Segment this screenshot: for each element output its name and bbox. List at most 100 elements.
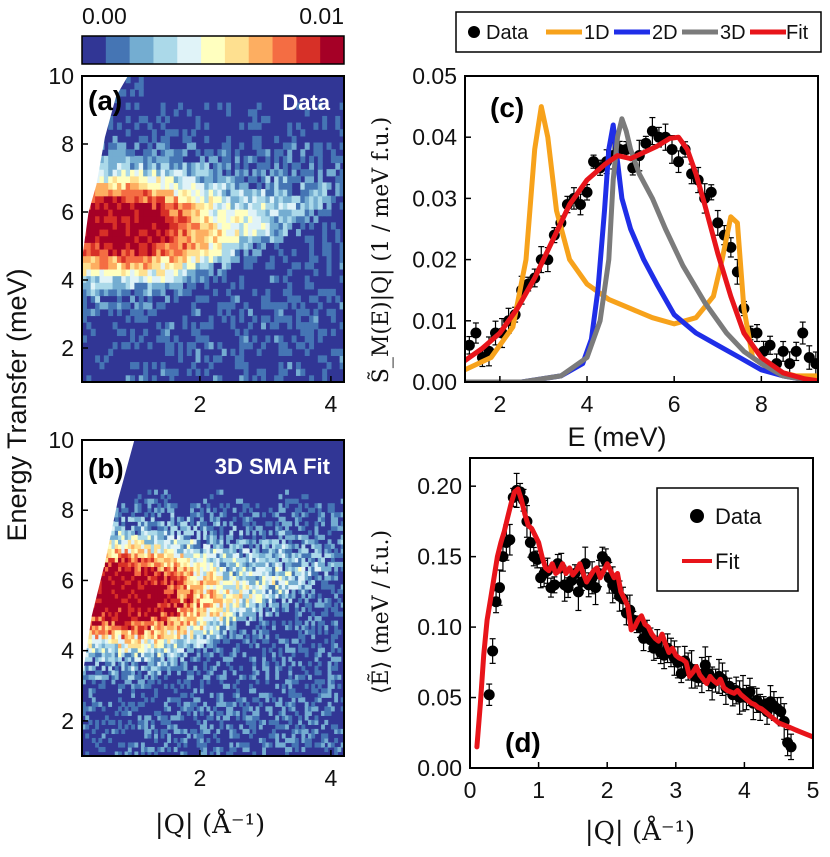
heatmap-cell [147,683,152,689]
heatmap-cell [206,588,211,595]
heatmap-cell [157,679,162,685]
heatmap-cell [327,530,332,536]
heatmap-cell [304,742,309,748]
heatmap-cell [268,692,273,698]
heatmap-cell [144,498,149,504]
heatmap-cell [108,638,113,644]
heatmap-cell [209,579,214,586]
heatmap-cell [282,162,288,170]
heatmap-cell [204,209,210,217]
heatmap-cell [101,679,106,685]
heatmap-cell [304,629,309,635]
heatmap-cell [118,697,122,703]
heatmap-cell [337,561,342,567]
heatmap-cell [239,543,244,549]
heatmap-cell [209,638,214,644]
heatmap-cell [163,570,168,577]
heatmap-cell [265,561,270,567]
heatmap-cell [163,683,168,689]
heatmap-cell [143,282,149,290]
heatmap-cell [314,602,319,608]
heatmap-cell [268,552,273,558]
heatmap-cell [118,616,122,622]
heatmap-cell [265,620,270,626]
heatmap-cell [114,557,119,563]
heatmap-cell [169,129,175,137]
heatmap-cell [116,262,122,270]
heatmap-cell [82,670,86,676]
heatmap-cell [127,579,132,586]
heatmap-cell [137,715,142,721]
heatmap-cell [147,503,152,509]
heatmap-cell [160,579,165,586]
heatmap-cell [217,355,223,363]
x-tick-label: 6 [668,391,681,417]
heatmap-cell [204,195,210,203]
heatmap-cell [195,255,201,263]
heatmap-cell [285,543,289,549]
heatmap-cell [154,539,158,545]
heatmap-cell [291,215,297,223]
heatmap-cell [86,215,92,223]
heatmap-cell [134,742,139,748]
heatmap-cell [322,182,328,190]
heatmap-cell [140,638,145,644]
heatmap-cell [125,255,131,263]
heatmap-cell [288,530,293,536]
heatmap-cell [339,255,344,263]
heatmap-cell [216,557,221,563]
heatmap-cell [90,295,96,303]
heatmap-cell [180,656,185,662]
heatmap-cell [265,674,270,680]
heatmap-cell [258,552,263,558]
heatmap-cell [226,561,230,567]
heatmap-cell [116,235,122,243]
heatmap-cell [261,169,266,177]
heatmap-cell [182,322,188,330]
heatmap-cell [134,665,139,671]
heatmap-cell [82,679,86,685]
heatmap-cell [176,611,181,617]
data-point [504,534,516,546]
heatmap-cell [98,674,103,680]
heatmap-cell [278,579,283,586]
heatmap-cell [182,242,188,250]
heatmap-cell [163,584,168,590]
heatmap-cell [127,561,132,567]
heatmap-cell [167,534,172,540]
heatmap-cell [108,634,113,640]
heatmap-cell [180,584,185,590]
heatmap-cell [217,302,223,310]
heatmap-cell [199,607,204,613]
heatmap-cell [208,209,214,217]
heatmap-cell [219,548,224,554]
heatmap-cell [137,579,142,586]
heatmap-cell [278,195,284,203]
heatmap-cell [324,733,329,739]
heatmap-cell [334,656,339,662]
heatmap-cell [288,575,293,581]
heatmap-cell [91,688,96,694]
panel-c-plot [465,104,818,382]
heatmap-cell [160,616,165,622]
heatmap-cell [150,548,155,554]
heatmap-cell [195,335,201,343]
heatmap-cell [206,507,211,513]
heatmap-cell [278,710,283,716]
heatmap-cell [114,516,119,522]
heatmap-cell [213,162,218,170]
heatmap-cell [235,588,240,595]
heatmap-cell [147,588,152,595]
heatmap-cell [307,552,312,558]
heatmap-cell [324,602,329,608]
heatmap-cell [147,175,153,184]
heatmap-cell [216,746,221,753]
heatmap-cell [173,543,178,549]
heatmap-cell [234,215,240,223]
heatmap-cell [335,189,341,197]
heatmap-cell [160,629,165,635]
heatmap-cell [206,611,211,617]
heatmap-cell [173,588,178,595]
heatmap-cell [255,625,260,631]
